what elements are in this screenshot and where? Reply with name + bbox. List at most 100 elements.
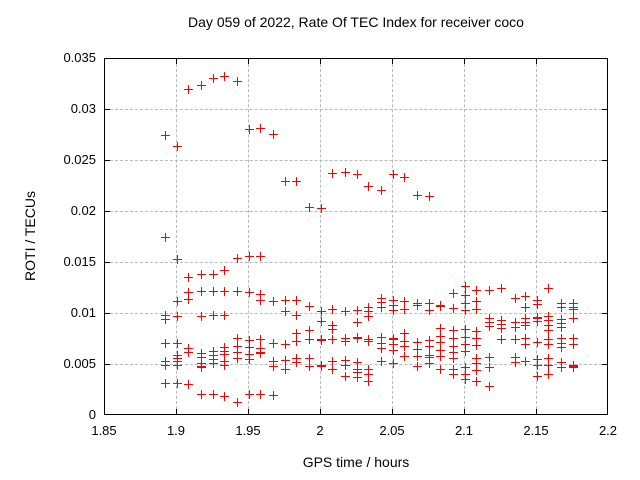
data-point-marker bbox=[172, 360, 182, 370]
data-point-marker bbox=[160, 339, 170, 349]
data-point-marker bbox=[520, 320, 530, 330]
data-point-marker bbox=[568, 305, 578, 315]
data-point-marker bbox=[364, 376, 374, 386]
data-point-marker bbox=[436, 346, 446, 356]
data-point-marker bbox=[184, 379, 194, 389]
data-point-marker bbox=[424, 353, 434, 363]
data-point-marker bbox=[472, 286, 482, 296]
data-point-marker bbox=[196, 362, 206, 372]
data-point-marker bbox=[196, 390, 206, 400]
y-tick-label: 0.005 bbox=[63, 356, 96, 371]
data-point-marker bbox=[172, 339, 182, 349]
data-point-marker bbox=[460, 306, 470, 316]
x-tick-mark bbox=[248, 409, 249, 414]
y-tick-mark bbox=[602, 262, 607, 263]
y-tick-mark bbox=[602, 109, 607, 110]
data-point-marker bbox=[412, 361, 422, 371]
data-point-marker bbox=[412, 301, 422, 311]
data-point-marker bbox=[436, 302, 446, 312]
data-point-marker bbox=[544, 360, 554, 370]
data-point-marker bbox=[352, 333, 362, 343]
data-point-marker bbox=[376, 332, 386, 342]
data-point-marker bbox=[364, 182, 374, 191]
data-point-marker bbox=[352, 169, 362, 179]
data-point-marker bbox=[412, 352, 422, 362]
data-point-marker bbox=[232, 76, 242, 86]
data-point-marker bbox=[568, 313, 578, 323]
y-tick-mark bbox=[105, 364, 110, 365]
data-point-marker bbox=[244, 124, 254, 134]
data-point-marker bbox=[364, 369, 374, 379]
x-tick-label: 2.05 bbox=[379, 423, 405, 438]
data-point-marker bbox=[340, 337, 350, 347]
data-point-marker bbox=[172, 142, 182, 152]
data-point-marker bbox=[448, 348, 458, 358]
data-point-marker bbox=[340, 371, 350, 381]
data-point-marker bbox=[520, 292, 530, 302]
chart-title: Day 059 of 2022, Rate Of TEC Index for r… bbox=[188, 14, 524, 30]
data-point-marker bbox=[328, 305, 338, 315]
data-point-marker bbox=[448, 289, 458, 299]
x-tick-mark bbox=[464, 409, 465, 414]
data-point-marker bbox=[172, 297, 182, 307]
data-point-marker bbox=[196, 311, 206, 321]
data-point-marker bbox=[196, 81, 206, 91]
y-tick-mark bbox=[105, 109, 110, 110]
data-point-marker bbox=[208, 73, 218, 83]
data-point-marker bbox=[436, 323, 446, 333]
data-point-marker bbox=[208, 390, 218, 400]
x-gridline bbox=[464, 59, 465, 414]
data-point-marker bbox=[340, 167, 350, 177]
x-tick-label: 2 bbox=[316, 423, 324, 438]
data-point-marker bbox=[232, 287, 242, 297]
data-point-marker bbox=[160, 131, 170, 140]
y-gridline bbox=[105, 109, 607, 110]
data-point-marker bbox=[256, 123, 266, 133]
data-point-marker bbox=[232, 354, 242, 364]
x-tick-label: 2.1 bbox=[454, 423, 474, 438]
data-point-marker bbox=[412, 345, 422, 355]
data-point-marker bbox=[460, 347, 470, 357]
y-tick-label: 0.01 bbox=[70, 305, 96, 320]
data-point-marker bbox=[400, 337, 410, 347]
y-gridline bbox=[105, 211, 607, 212]
data-point-marker bbox=[376, 298, 386, 308]
data-point-marker bbox=[328, 357, 338, 367]
data-point-marker bbox=[448, 325, 458, 335]
data-point-marker bbox=[520, 333, 530, 343]
data-point-marker bbox=[256, 252, 266, 262]
data-point-marker bbox=[472, 333, 482, 343]
x-gridline bbox=[392, 59, 393, 414]
data-point-marker bbox=[208, 269, 218, 279]
data-point-marker bbox=[292, 358, 302, 368]
data-point-marker bbox=[496, 284, 506, 293]
data-point-marker bbox=[460, 340, 470, 350]
data-point-marker bbox=[388, 340, 398, 350]
x-tick-mark bbox=[248, 59, 249, 64]
data-point-marker bbox=[484, 362, 494, 372]
data-point-marker bbox=[472, 305, 482, 315]
data-point-marker bbox=[376, 357, 386, 367]
x-tick-label: 1.9 bbox=[166, 423, 186, 438]
data-point-marker bbox=[316, 361, 326, 371]
data-point-marker bbox=[448, 369, 458, 379]
data-point-marker bbox=[568, 333, 578, 343]
data-point-marker bbox=[328, 335, 338, 344]
y-axis-label: ROTI / TECUs bbox=[22, 191, 38, 281]
data-point-marker bbox=[460, 324, 470, 334]
y-gridline bbox=[105, 262, 607, 263]
data-point-marker bbox=[172, 378, 182, 388]
data-point-marker bbox=[364, 337, 374, 347]
data-point-marker bbox=[352, 367, 362, 377]
y-tick-mark bbox=[602, 313, 607, 314]
data-point-marker bbox=[472, 326, 482, 336]
data-point-marker bbox=[388, 169, 398, 179]
data-point-marker bbox=[544, 320, 554, 330]
x-tick-mark bbox=[320, 59, 321, 64]
data-point-marker bbox=[220, 265, 230, 275]
data-point-marker bbox=[556, 322, 566, 332]
data-point-marker bbox=[160, 314, 170, 324]
data-point-marker bbox=[376, 303, 386, 313]
data-point-marker bbox=[460, 362, 470, 372]
